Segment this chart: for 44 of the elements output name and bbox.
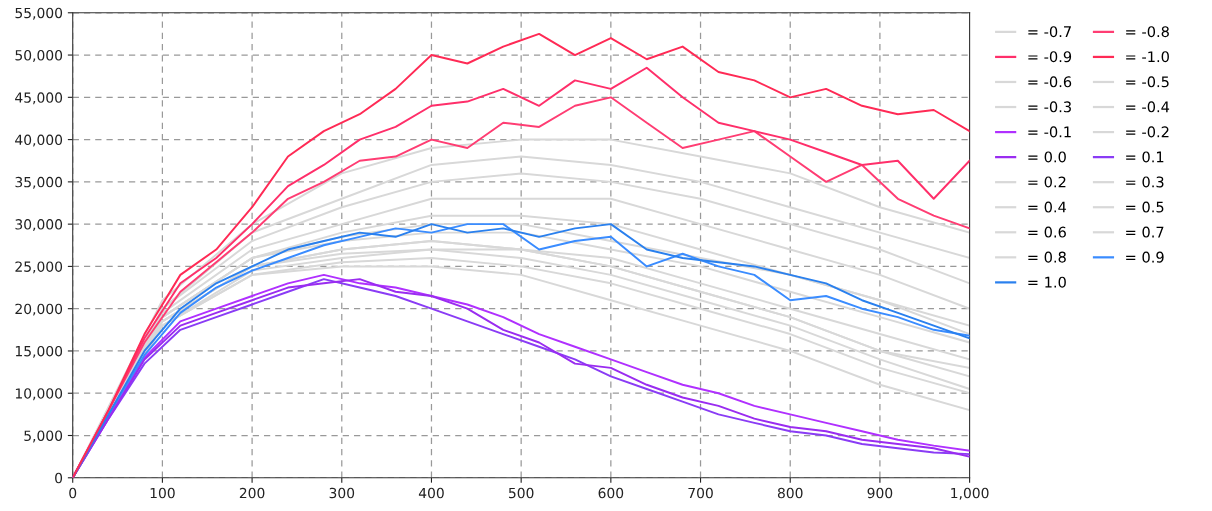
x-tick-label: 200 — [239, 487, 265, 499]
x-tick-label: 300 — [329, 487, 355, 499]
x-tick-label: 1,000 — [951, 487, 989, 500]
y-tick-label: 30,000 — [15, 219, 63, 232]
legend-label: = 0.2 — [1028, 176, 1066, 188]
legend-label: = 0.0 — [1028, 151, 1066, 163]
y-tick-label: 45,000 — [15, 92, 63, 105]
x-tick-label: 400 — [418, 487, 444, 499]
legend-label: = -0.1 — [1028, 126, 1071, 138]
y-tick-label: 40,000 — [15, 134, 63, 147]
legend-label: = 0.8 — [1028, 251, 1066, 263]
legend-label: = 0.6 — [1028, 226, 1066, 238]
x-tick-label: 600 — [598, 487, 624, 499]
y-tick-label: 15,000 — [15, 345, 63, 358]
legend-label: = -0.7 — [1028, 26, 1071, 38]
x-tick-label: 800 — [777, 487, 803, 499]
legend-label: = -0.8 — [1126, 26, 1169, 38]
y-tick-label: 25,000 — [15, 261, 63, 274]
legend-label: = -0.2 — [1126, 126, 1169, 138]
y-tick-label: 20,000 — [15, 303, 63, 316]
x-tick-label: 700 — [688, 487, 713, 499]
legend-label: = 0.4 — [1028, 201, 1067, 213]
y-tick-label: 0 — [55, 472, 63, 484]
legend-label: = 0.9 — [1126, 251, 1164, 263]
legend-label: = 0.5 — [1126, 201, 1164, 213]
legend-label: = 0.1 — [1126, 151, 1164, 163]
x-tick-label: 500 — [508, 487, 534, 499]
y-tick-label: 35,000 — [15, 176, 63, 189]
x-tick-label: 0 — [69, 487, 77, 499]
x-tick-label: 900 — [867, 487, 893, 499]
legend-label: = 0.7 — [1126, 226, 1164, 238]
y-tick-label: 10,000 — [15, 388, 63, 401]
y-tick-label: 50,000 — [15, 50, 63, 62]
legend-label: = -1.0 — [1126, 51, 1169, 63]
legend-label: = -0.5 — [1126, 76, 1169, 88]
y-tick-label: 55,000 — [15, 7, 63, 20]
legend-label: = -0.6 — [1028, 76, 1072, 88]
legend-label: = 0.3 — [1126, 176, 1164, 188]
legend-label: = 1.0 — [1028, 276, 1066, 288]
legend-label: = -0.3 — [1028, 101, 1071, 113]
legend-label: = -0.9 — [1028, 51, 1072, 63]
x-tick-label: 100 — [150, 487, 175, 499]
legend-label: = -0.4 — [1126, 101, 1170, 113]
y-tick-label: 5,000 — [24, 430, 63, 443]
